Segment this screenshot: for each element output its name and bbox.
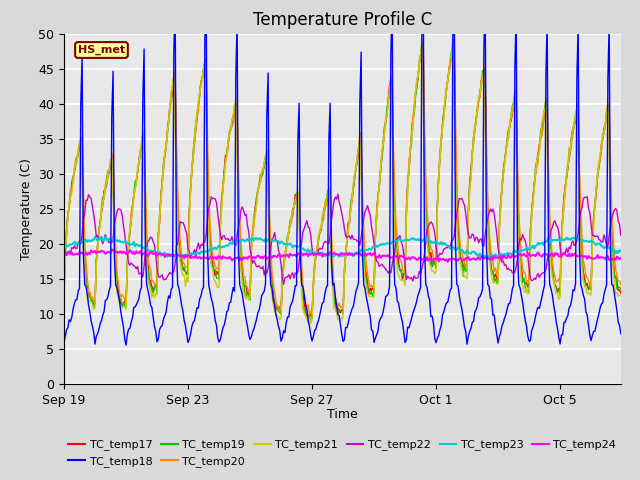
Title: Temperature Profile C: Temperature Profile C (253, 11, 432, 29)
Legend: TC_temp17, TC_temp18, TC_temp19, TC_temp20, TC_temp21, TC_temp22, TC_temp23, TC_: TC_temp17, TC_temp18, TC_temp19, TC_temp… (64, 435, 621, 471)
X-axis label: Time: Time (327, 408, 358, 421)
Text: HS_met: HS_met (78, 45, 125, 55)
Y-axis label: Temperature (C): Temperature (C) (20, 158, 33, 260)
